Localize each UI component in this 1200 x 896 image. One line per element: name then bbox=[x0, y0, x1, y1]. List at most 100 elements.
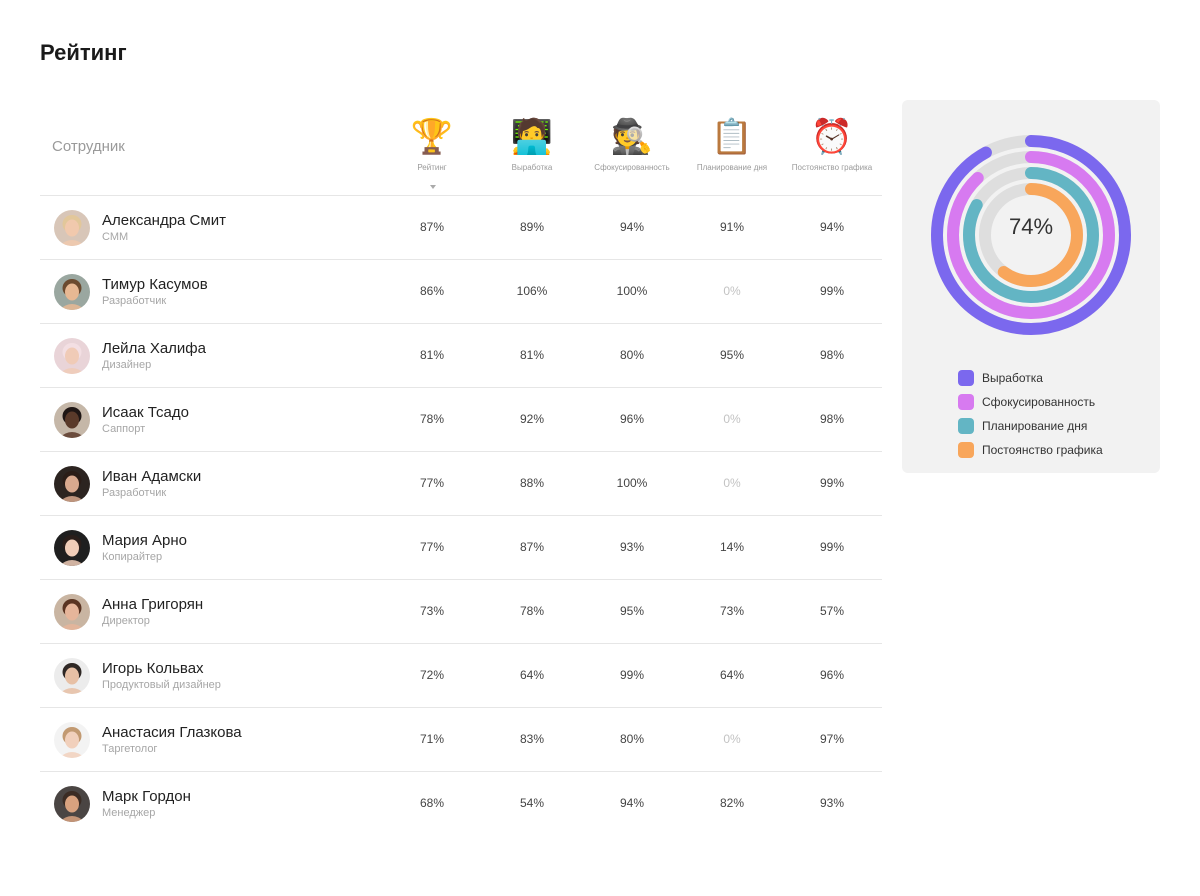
table-row[interactable]: Тимур Касумов Разработчик 86% 106% 100% 0% 99% bbox=[40, 260, 882, 324]
score-cell: 96% bbox=[619, 412, 645, 426]
column-label: Постоянство графика bbox=[791, 163, 873, 172]
score-cell: 68% bbox=[419, 796, 445, 810]
legend-label: Сфокусированность bbox=[982, 395, 1096, 409]
score-cell: 93% bbox=[619, 540, 645, 554]
page-title: Рейтинг bbox=[40, 40, 127, 65]
score-cell: 73% bbox=[719, 604, 745, 618]
avatar bbox=[54, 594, 90, 630]
detective-icon: 🕵️ bbox=[610, 118, 654, 156]
legend-label: Постоянство графика bbox=[982, 443, 1103, 457]
score-cell: 88% bbox=[519, 476, 545, 490]
employee-name[interactable]: Игорь Кольвах bbox=[102, 660, 204, 677]
score-cell: 94% bbox=[619, 220, 645, 234]
avatar bbox=[54, 530, 90, 566]
employee-name[interactable]: Мария Арно bbox=[102, 532, 187, 549]
column-schedule[interactable]: ⏰ Постоянство графика bbox=[782, 116, 882, 172]
score-cell: 82% bbox=[719, 796, 745, 810]
score-cell: 73% bbox=[419, 604, 445, 618]
column-planning[interactable]: 📋 Планирование дня bbox=[682, 116, 782, 172]
employee-name[interactable]: Анна Григорян bbox=[102, 596, 204, 613]
column-output[interactable]: 🧑‍💻 Выработка bbox=[482, 116, 582, 172]
score-cell: 0% bbox=[723, 476, 741, 490]
employee-name[interactable]: Анастасия Глазкова bbox=[102, 724, 242, 741]
score-cell: 100% bbox=[616, 476, 648, 490]
avatar bbox=[54, 402, 90, 438]
rating-table: Сотрудник 🏆 Рейтинг 🧑‍💻 Выработка 🕵️ Сфо… bbox=[40, 108, 882, 836]
avatar bbox=[54, 658, 90, 694]
table-row[interactable]: Исаак Тсадо Саппорт 78% 92% 96% 0% 98% bbox=[40, 388, 882, 452]
table-row[interactable]: Анастасия Глазкова Таргетолог 71% 83% 80% 0% 9… bbox=[40, 708, 882, 772]
avatar bbox=[54, 210, 90, 246]
score-cell: 0% bbox=[723, 732, 741, 746]
employee-role: Разработчик bbox=[102, 295, 167, 307]
score-cell: 92% bbox=[519, 412, 545, 426]
employee-name[interactable]: Иван Адамски bbox=[102, 468, 202, 485]
employee-name[interactable]: Исаак Тсадо bbox=[102, 404, 189, 421]
summary-panel: 74% Выработка Сфокусированность Планирован… bbox=[902, 100, 1160, 473]
legend-swatch bbox=[958, 394, 974, 410]
score-cell: 94% bbox=[819, 220, 845, 234]
legend-label: Планирование дня bbox=[982, 419, 1088, 433]
avatar bbox=[54, 722, 90, 758]
employee-name[interactable]: Тимур Касумов bbox=[102, 276, 208, 293]
column-rating[interactable]: 🏆 Рейтинг bbox=[382, 116, 482, 189]
score-cell: 81% bbox=[419, 348, 445, 362]
score-cell: 98% bbox=[819, 348, 845, 362]
avatar bbox=[54, 466, 90, 502]
score-cell: 91% bbox=[719, 220, 745, 234]
legend-swatch bbox=[958, 370, 974, 386]
column-focus[interactable]: 🕵️ Сфокусированность bbox=[582, 116, 682, 172]
ring-arc-3 bbox=[963, 167, 1099, 303]
table-row[interactable]: Анна Григорян Директор 73% 78% 95% 73% 57% bbox=[40, 580, 882, 644]
score-cell: 54% bbox=[519, 796, 545, 810]
score-cell: 96% bbox=[819, 668, 845, 682]
employee-role: Копирайтер bbox=[102, 551, 163, 563]
employee-name[interactable]: Александра Смит bbox=[102, 212, 226, 229]
score-cell: 97% bbox=[819, 732, 845, 746]
score-cell: 77% bbox=[419, 476, 445, 490]
score-cell: 95% bbox=[719, 348, 745, 362]
score-cell: 72% bbox=[419, 668, 445, 682]
employee-column-header[interactable]: Сотрудник bbox=[52, 138, 125, 155]
table-row[interactable]: Александра Смит СММ 87% 89% 94% 91% 94% bbox=[40, 196, 882, 260]
column-label: Рейтинг bbox=[417, 163, 447, 172]
employee-role: Дизайнер bbox=[102, 359, 152, 371]
avatar bbox=[54, 274, 90, 310]
ring-arc-4 bbox=[979, 183, 1083, 287]
column-label: Сфокусированность bbox=[594, 163, 670, 172]
table-header: Сотрудник 🏆 Рейтинг 🧑‍💻 Выработка 🕵️ Сфо… bbox=[40, 108, 882, 196]
table-body: Александра Смит СММ 87% 89% 94% 91% 94% Тимур К… bbox=[40, 196, 882, 836]
score-cell: 94% bbox=[619, 796, 645, 810]
employee-role: Саппорт bbox=[102, 423, 146, 435]
employee-role: Разработчик bbox=[102, 487, 167, 499]
sort-down-icon[interactable] bbox=[430, 185, 436, 189]
score-cell: 99% bbox=[819, 284, 845, 298]
technologist-icon: 🧑‍💻 bbox=[510, 118, 554, 156]
table-row[interactable]: Лейла Халифа Дизайнер 81% 81% 80% 95% 98% bbox=[40, 324, 882, 388]
score-cell: 71% bbox=[419, 732, 445, 746]
radial-chart bbox=[931, 135, 1131, 335]
score-cell: 99% bbox=[619, 668, 645, 682]
score-cell: 64% bbox=[519, 668, 545, 682]
employee-role: СММ bbox=[102, 231, 129, 243]
ring-arc-1 bbox=[931, 135, 1131, 335]
employee-name[interactable]: Марк Гордон bbox=[102, 788, 191, 805]
score-cell: 98% bbox=[819, 412, 845, 426]
table-row[interactable]: Игорь Кольвах Продуктовый дизайнер 72% 64% 9… bbox=[40, 644, 882, 708]
clipboard-icon: 📋 bbox=[710, 118, 754, 156]
employee-role: Продуктовый дизайнер bbox=[102, 679, 221, 691]
table-row[interactable]: Мария Арно Копирайтер 77% 87% 93% 14% 99% bbox=[40, 516, 882, 580]
score-cell: 95% bbox=[619, 604, 645, 618]
employee-role: Директор bbox=[102, 615, 150, 627]
column-label: Выработка bbox=[511, 163, 553, 172]
score-cell: 80% bbox=[619, 732, 645, 746]
table-row[interactable]: Марк Гордон Менеджер 68% 54% 94% 82% 93% bbox=[40, 772, 882, 836]
legend-swatch bbox=[958, 418, 974, 434]
score-cell: 77% bbox=[419, 540, 445, 554]
avatar bbox=[54, 338, 90, 374]
employee-name[interactable]: Лейла Халифа bbox=[102, 340, 206, 357]
score-cell: 80% bbox=[619, 348, 645, 362]
table-row[interactable]: Иван Адамски Разработчик 77% 88% 100% 0% 99% bbox=[40, 452, 882, 516]
score-cell: 57% bbox=[819, 604, 845, 618]
score-cell: 14% bbox=[719, 540, 745, 554]
